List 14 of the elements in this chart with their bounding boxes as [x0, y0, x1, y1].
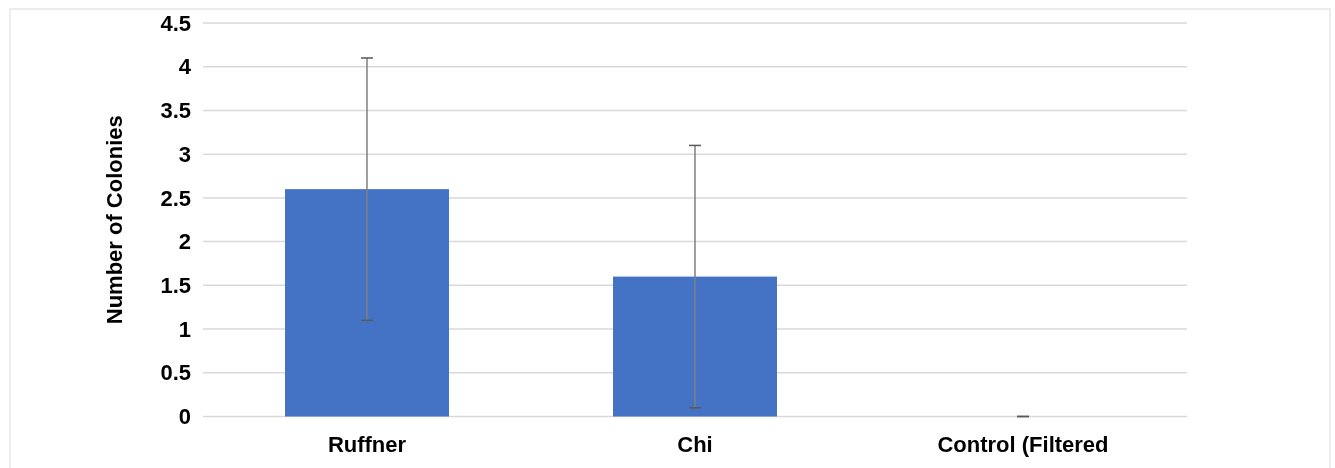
y-tick-label: 2.5 [160, 185, 191, 211]
y-tick-label: 3 [178, 141, 191, 167]
y-tick-label: 4 [178, 54, 192, 80]
y-tick-label: 3.5 [160, 98, 191, 124]
x-tick-label: Ruffner [327, 431, 407, 457]
y-tick-label: 0.5 [160, 360, 191, 386]
x-tick-label: Chi [677, 431, 713, 457]
y-tick-label: 4.5 [160, 10, 191, 36]
y-tick-label: 2 [178, 229, 191, 255]
y-axis-title: Number of Colonies [102, 115, 127, 325]
y-tick-label: 1.5 [160, 273, 191, 299]
x-tick-label: Control (Filtered [937, 431, 1109, 457]
y-tick-label: 1 [178, 316, 191, 342]
y-tick-label: 0 [178, 404, 191, 430]
